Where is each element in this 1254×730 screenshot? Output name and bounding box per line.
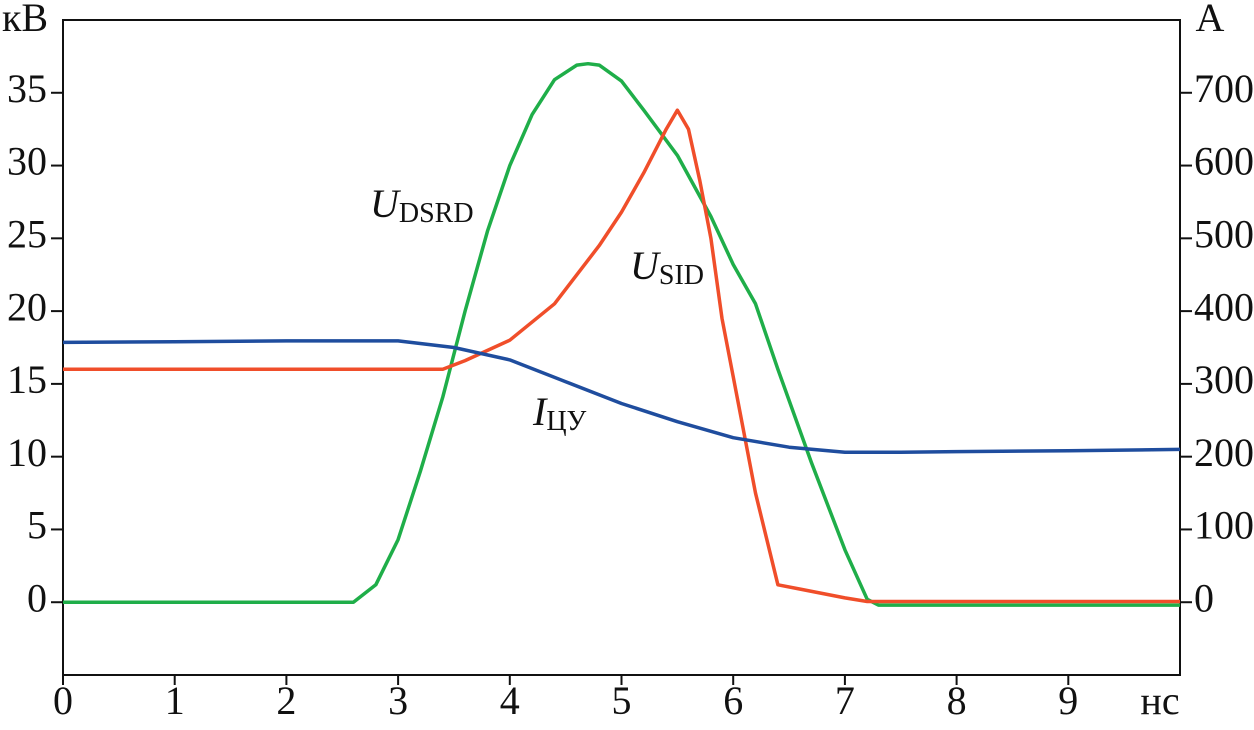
y-tick-label: 5: [27, 503, 47, 548]
series-label-subscript: ЦУ: [546, 406, 586, 437]
x-axis-label: нс: [1140, 678, 1179, 723]
y2-tick-label: 300: [1194, 357, 1254, 402]
series-label-name: I: [532, 389, 548, 434]
x-tick-label: 7: [835, 678, 855, 723]
series-label-name: U: [630, 243, 662, 288]
x-tick-label: 6: [723, 678, 743, 723]
y2-tick-label: 0: [1194, 575, 1214, 620]
x-tick-label: 2: [276, 678, 296, 723]
x-tick-label: 9: [1058, 678, 1078, 723]
y2-tick-label: 700: [1194, 66, 1254, 111]
x-tick-label: 4: [500, 678, 520, 723]
x-tick-label: 3: [388, 678, 408, 723]
y-tick-label: 0: [27, 575, 47, 620]
y-tick-label: 15: [7, 357, 47, 402]
y2-tick-label: 600: [1194, 139, 1254, 184]
y-tick-label: 25: [7, 212, 47, 257]
y-axis-label: кВ: [2, 0, 48, 40]
y-tick-label: 30: [7, 139, 47, 184]
y2-tick-label: 500: [1194, 212, 1254, 257]
x-tick-label: 5: [612, 678, 632, 723]
series-label: UDSRD: [370, 181, 474, 229]
series-label-subscript: SID: [659, 260, 704, 291]
series-line: [62, 339, 1181, 455]
series-label: USID: [630, 243, 704, 291]
y-tick-label: 20: [7, 284, 47, 329]
x-tick-label: 8: [947, 678, 967, 723]
series-label: IЦУ: [532, 389, 587, 437]
x-tick-label: 1: [165, 678, 185, 723]
series-line: [63, 61, 1180, 607]
plot-frame: [62, 19, 1181, 676]
y2-tick-label: 100: [1194, 503, 1254, 548]
y-tick-label: 10: [7, 430, 47, 475]
y2-tick-label: 200: [1194, 430, 1254, 475]
series-line: [63, 108, 1180, 604]
series-label-subscript: DSRD: [399, 198, 474, 229]
y2-axis-label: A: [1196, 0, 1225, 40]
y2-tick-label: 400: [1194, 284, 1254, 329]
series-label-name: U: [370, 181, 402, 226]
x-tick-label: 0: [53, 678, 73, 723]
y-tick-label: 35: [7, 66, 47, 111]
